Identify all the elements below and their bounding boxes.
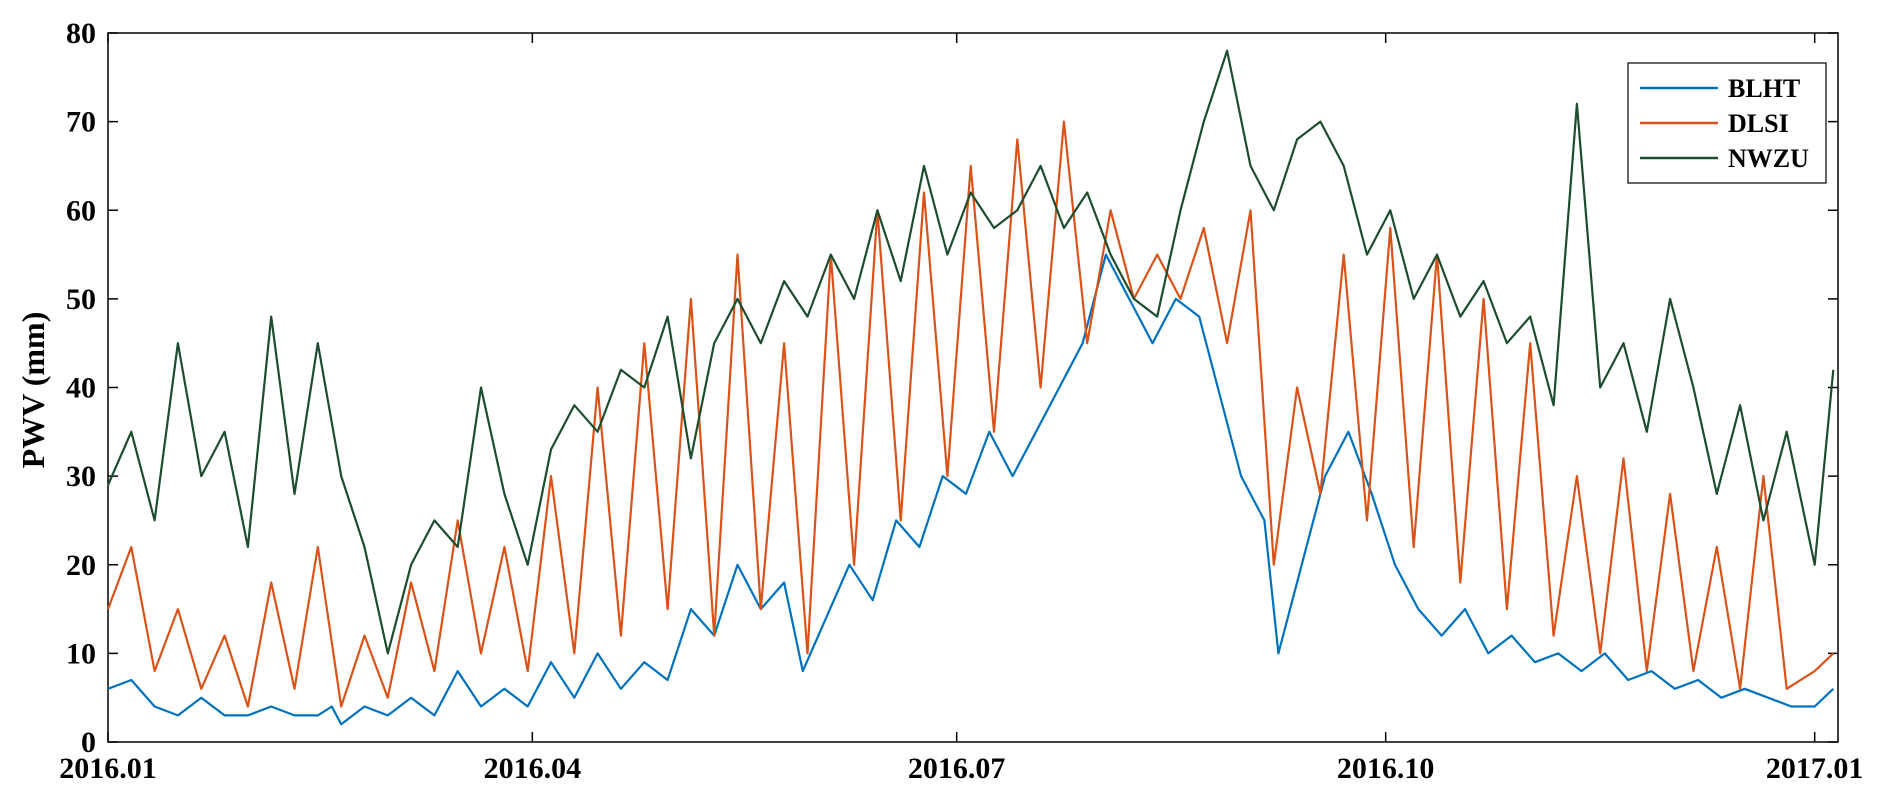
y-tick-label: 60 — [66, 194, 96, 227]
x-tick-label: 2016.10 — [1337, 752, 1435, 785]
x-tick-label: 2016.04 — [484, 752, 582, 785]
y-tick-label: 50 — [66, 283, 96, 316]
plot-frame — [107, 32, 1839, 743]
y-tick-label: 30 — [66, 460, 96, 493]
y-tick-label: 80 — [66, 17, 96, 50]
x-tick-label: 2017.01 — [1766, 752, 1864, 785]
y-tick-label: 40 — [66, 372, 96, 405]
axes: 0 10 20 30 40 50 60 70 80 2016.01 2016.04 2016.07 20… — [59, 17, 1863, 785]
y-tick-label: 10 — [66, 637, 96, 670]
legend-label-blht: BLHT — [1728, 74, 1800, 103]
legend-label-dlsi: DLSI — [1728, 109, 1789, 138]
y-tick-label: 0 — [81, 726, 96, 759]
y-axis-label: PWV (mm) — [15, 312, 51, 469]
series-layer — [106, 49, 1835, 726]
y-tick-label: 70 — [66, 106, 96, 139]
series-line-blht — [107, 253, 1835, 726]
series-line-nwzu — [106, 49, 1835, 655]
y-tick-label: 20 — [66, 549, 96, 582]
series-line-dlsi — [106, 120, 1835, 708]
x-tick-label: 2016.07 — [908, 752, 1006, 785]
x-tick-label: 2016.01 — [59, 752, 157, 785]
legend-label-nwzu: NWZU — [1728, 144, 1809, 173]
legend: BLHT DLSI NWZU — [1627, 62, 1827, 184]
